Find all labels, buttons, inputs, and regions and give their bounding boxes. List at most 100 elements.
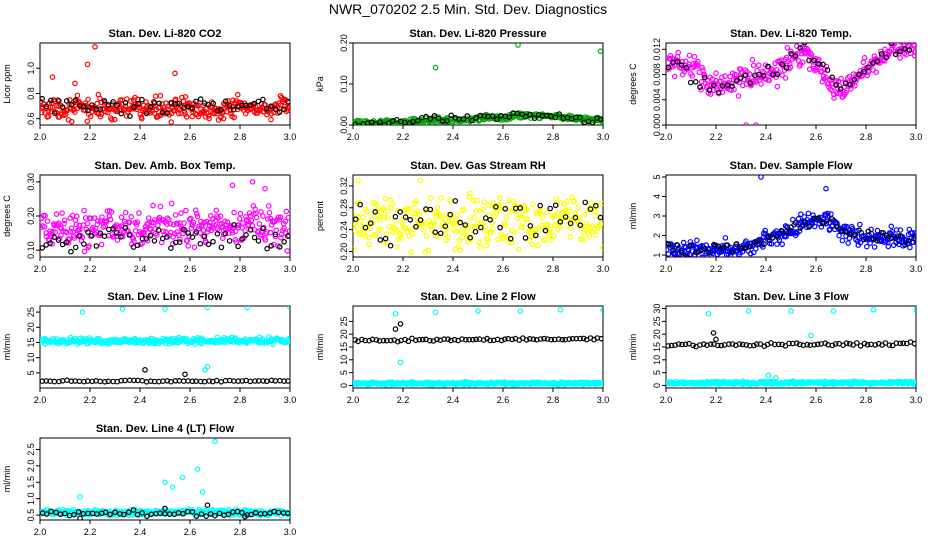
data-point xyxy=(237,210,244,217)
data-point xyxy=(432,232,439,239)
data-point xyxy=(456,238,463,244)
outlier-point xyxy=(808,332,814,339)
data-point xyxy=(449,216,455,223)
data-point xyxy=(692,79,699,85)
data-point xyxy=(79,234,86,241)
data-point xyxy=(796,341,803,348)
points-layer xyxy=(353,43,603,125)
data-point xyxy=(502,206,509,212)
y-tick-label: 0.32 xyxy=(339,177,349,195)
outlier-point xyxy=(229,182,236,189)
x-tick-label: 2.4 xyxy=(134,132,147,142)
outlier-point xyxy=(758,175,764,180)
data-point xyxy=(482,228,488,234)
data-point xyxy=(139,96,145,103)
data-point xyxy=(811,223,818,230)
data-point xyxy=(74,92,81,99)
data-point xyxy=(477,244,484,251)
data-point xyxy=(367,220,374,227)
data-point xyxy=(797,45,803,51)
data-point xyxy=(788,50,794,57)
data-point xyxy=(473,208,480,215)
data-point xyxy=(101,98,108,104)
y-tick-label: 15 xyxy=(652,342,662,352)
series-main xyxy=(40,179,290,255)
data-point xyxy=(860,236,867,243)
x-tick-label: 2.4 xyxy=(760,264,773,274)
data-point xyxy=(412,337,419,344)
data-point xyxy=(110,225,116,232)
data-point xyxy=(475,223,481,230)
data-point xyxy=(189,105,196,111)
data-point xyxy=(286,338,290,344)
data-point xyxy=(262,237,269,243)
data-point xyxy=(431,112,438,119)
data-point xyxy=(845,240,852,246)
data-point xyxy=(522,235,529,241)
data-point xyxy=(544,222,551,228)
data-point xyxy=(84,118,91,125)
data-point xyxy=(110,233,117,240)
data-point xyxy=(139,510,145,516)
outlier-point xyxy=(710,330,717,336)
data-point xyxy=(779,241,786,248)
data-point xyxy=(206,378,212,384)
data-point xyxy=(415,117,421,124)
data-point xyxy=(72,109,78,115)
data-point xyxy=(181,220,187,226)
data-point xyxy=(498,202,505,209)
outlier-point xyxy=(743,122,749,125)
x-tick-label: 2.8 xyxy=(234,395,247,405)
data-point xyxy=(434,336,440,343)
data-point xyxy=(42,212,48,219)
data-point xyxy=(911,235,916,241)
data-point xyxy=(253,214,260,221)
data-point xyxy=(487,217,493,223)
data-point xyxy=(372,209,379,215)
x-tick-label: 2.8 xyxy=(234,132,247,142)
data-point xyxy=(531,115,538,122)
data-point xyxy=(136,210,142,216)
data-point xyxy=(751,239,758,245)
data-point xyxy=(733,241,739,248)
y-axis-label: ml/min xyxy=(2,334,12,361)
data-point xyxy=(761,241,767,248)
data-point xyxy=(235,243,241,250)
data-point xyxy=(679,249,685,256)
data-point xyxy=(824,67,831,73)
data-point xyxy=(481,199,487,205)
data-point xyxy=(820,61,826,68)
y-tick-label: 0.28 xyxy=(339,199,349,217)
data-point xyxy=(837,88,844,95)
y-tick-label: 1.0 xyxy=(26,62,36,75)
data-point xyxy=(562,207,569,213)
data-point xyxy=(164,103,171,110)
data-point xyxy=(569,335,576,342)
data-point xyxy=(857,343,864,349)
data-point xyxy=(357,201,364,208)
outlier-point xyxy=(77,494,83,500)
x-tick-label: 2.8 xyxy=(234,527,247,537)
data-point xyxy=(71,511,77,518)
data-point xyxy=(376,217,383,223)
data-point xyxy=(493,204,499,210)
data-point xyxy=(405,338,412,345)
data-point xyxy=(231,222,237,228)
data-point xyxy=(749,56,756,63)
x-tick-label: 2.2 xyxy=(710,264,723,274)
data-point xyxy=(239,236,245,242)
data-point xyxy=(247,378,254,385)
data-point xyxy=(87,113,94,120)
data-point xyxy=(861,340,868,347)
plot-frame xyxy=(665,305,917,389)
data-point xyxy=(532,232,539,239)
data-point xyxy=(55,97,61,103)
data-point xyxy=(260,225,266,232)
data-point xyxy=(185,230,192,236)
data-point xyxy=(686,52,693,59)
y-tick-label: 3 xyxy=(652,213,662,218)
data-point xyxy=(522,208,529,215)
data-point xyxy=(366,241,372,248)
data-point xyxy=(163,229,169,235)
